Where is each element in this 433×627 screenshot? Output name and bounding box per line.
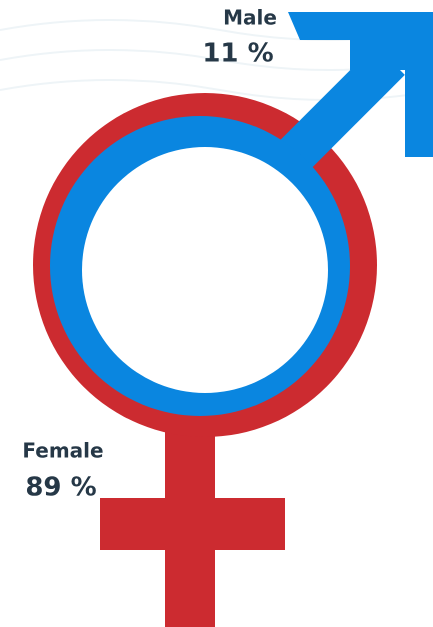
female-label: Female — [22, 439, 103, 463]
female-value: 89 % — [25, 473, 96, 503]
male-value: 11 % — [202, 39, 273, 69]
male-shaft — [275, 45, 405, 175]
male-symbol — [50, 12, 433, 416]
ring-hole — [82, 147, 328, 393]
female-crossbar — [100, 498, 285, 550]
male-label: Male — [223, 6, 277, 30]
male-arrowhead — [288, 12, 433, 157]
